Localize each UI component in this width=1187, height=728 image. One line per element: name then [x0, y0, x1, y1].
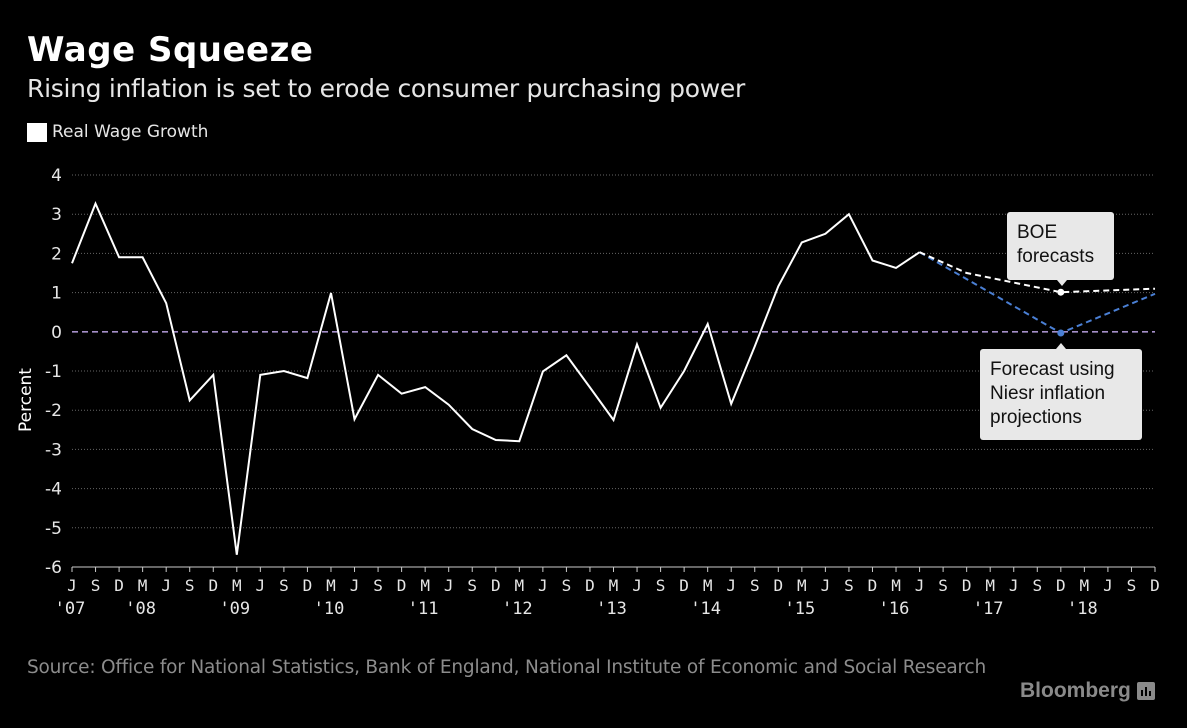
x-tick-label: J: [821, 576, 831, 595]
brand-name: Bloomberg: [1020, 679, 1131, 702]
x-tick-label: M: [703, 576, 713, 595]
x-tick-label: J: [67, 576, 77, 595]
x-tick-label: M: [515, 576, 525, 595]
x-year-label: '11: [408, 599, 439, 619]
y-tick-label: -3: [45, 440, 62, 460]
x-tick-label: S: [467, 576, 477, 595]
x-tick-label: D: [208, 576, 218, 595]
annotation-boe-forecasts: BOE forecasts: [1007, 212, 1114, 286]
y-tick-label: 0: [51, 323, 62, 343]
series-boe-forecast: [919, 251, 1156, 294]
x-tick-label: D: [773, 576, 783, 595]
x-year-label: '18: [1067, 599, 1098, 619]
x-tick-label: M: [420, 576, 430, 595]
x-tick-label: D: [868, 576, 878, 595]
x-tick-label: J: [1009, 576, 1019, 595]
niesr-forecast-marker: [1057, 329, 1065, 337]
x-year-label: '10: [314, 599, 345, 619]
x-tick-label: J: [915, 576, 925, 595]
x-tick-label: J: [256, 576, 266, 595]
x-tick-label: D: [1150, 576, 1160, 595]
x-tick-label: S: [844, 576, 854, 595]
x-tick-label: M: [138, 576, 148, 595]
x-tick-label: M: [609, 576, 619, 595]
y-tick-label: -1: [45, 362, 62, 382]
y-tick-label: 2: [51, 244, 62, 264]
x-tick-label: S: [562, 576, 572, 595]
x-tick-label: S: [185, 576, 195, 595]
x-tick-label: J: [632, 576, 642, 595]
gridlines: [72, 174, 1155, 529]
x-tick-label: J: [161, 576, 171, 595]
x-year-label: '14: [690, 599, 721, 619]
x-tick-label: D: [962, 576, 972, 595]
x-tick-label: J: [1103, 576, 1113, 595]
x-tick-label: D: [491, 576, 501, 595]
y-tick-label: 3: [51, 205, 62, 225]
y-tick-label: -6: [45, 558, 62, 578]
x-tick-label: S: [750, 576, 760, 595]
x-year-label: '09: [219, 599, 250, 619]
x-tick-label: S: [373, 576, 383, 595]
x-tick-label: M: [1080, 576, 1090, 595]
x-tick-label: S: [279, 576, 289, 595]
y-axis-label: Percent: [16, 368, 36, 432]
x-tick-label: S: [938, 576, 948, 595]
source-note: Source: Office for National Statistics, …: [27, 657, 987, 678]
x-tick-label: S: [1127, 576, 1137, 595]
x-tick-label: D: [303, 576, 313, 595]
bloomberg-chart-icon: [1136, 682, 1155, 700]
annotation-niesr-forecast: Forecast using Niesr inflation projectio…: [980, 343, 1142, 440]
x-tick-label: M: [232, 576, 242, 595]
x-tick-label: M: [985, 576, 995, 595]
x-year-label: '12: [502, 599, 533, 619]
x-tick-label: D: [114, 576, 124, 595]
y-tick-label: -4: [45, 480, 62, 500]
series-lines: [71, 201, 1156, 555]
x-year-label: '15: [784, 599, 815, 619]
boe-forecast-marker: [1057, 288, 1065, 296]
y-tick-label: -2: [45, 401, 62, 421]
x-tick-label: J: [444, 576, 454, 595]
legend: Real Wage Growth: [27, 122, 208, 142]
x-year-label: '17: [973, 599, 1004, 619]
x-tick-label: M: [326, 576, 336, 595]
x-year-label: '07: [55, 599, 86, 619]
y-tick-label: 1: [51, 284, 62, 304]
x-tick-label: M: [891, 576, 901, 595]
x-tick-label: S: [656, 576, 666, 595]
legend-swatch-real-wage-growth: [27, 122, 47, 142]
x-tick-label: J: [538, 576, 548, 595]
series-real-wage-growth: [71, 201, 921, 555]
x-year-label: '16: [879, 599, 910, 619]
x-tick-label: D: [585, 576, 595, 595]
x-year-label: '08: [125, 599, 156, 619]
legend-label: Real Wage Growth: [52, 122, 209, 142]
x-tick-label: S: [1032, 576, 1042, 595]
brand-logo: Bloomberg: [1020, 679, 1155, 703]
x-tick-label: J: [350, 576, 360, 595]
x-tick-label: D: [397, 576, 407, 595]
x-tick-label: D: [1056, 576, 1066, 595]
y-tick-label: 4: [51, 166, 62, 186]
x-tick-label: S: [91, 576, 101, 595]
chart-title: Wage Squeeze: [27, 30, 314, 70]
x-year-label: '13: [596, 599, 627, 619]
y-axis-ticks: 4 3 2 1 0 -1 -2 -3 -4 -5 -6: [45, 166, 62, 578]
x-tick-label: D: [679, 576, 689, 595]
y-tick-label: -5: [45, 519, 62, 539]
x-tick-label: J: [726, 576, 736, 595]
chart-subtitle: Rising inflation is set to erode consume…: [27, 74, 745, 103]
x-tick-label: M: [797, 576, 807, 595]
